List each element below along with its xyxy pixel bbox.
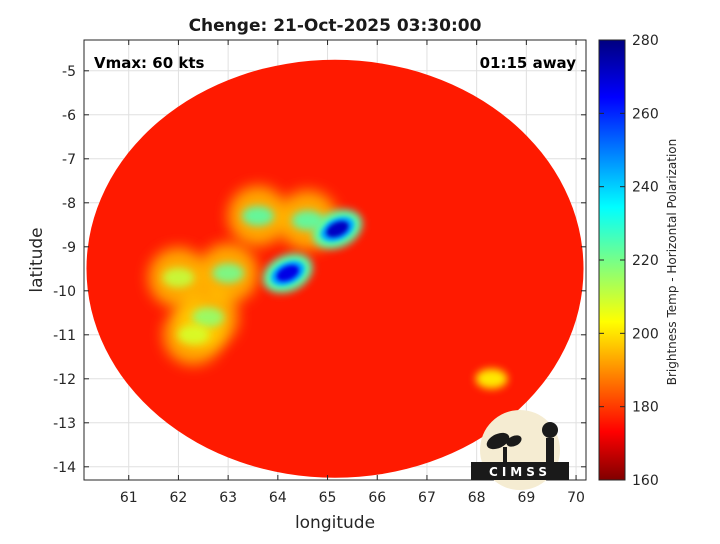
chart-title: Chenge: 21-Oct-2025 03:30:00: [189, 16, 482, 36]
feature-core: [276, 265, 300, 282]
y-tick-label: -14: [53, 460, 76, 476]
dish-icon: [486, 432, 510, 450]
colorbar-tick-label: 220: [632, 253, 659, 269]
vmax-annotation: Vmax: 60 kts: [94, 54, 204, 72]
feature-core: [291, 210, 324, 231]
feature-core: [212, 263, 245, 284]
colorbar-tick-label: 160: [632, 473, 659, 489]
x-tick-label: 62: [170, 490, 188, 506]
feature-core: [475, 368, 508, 389]
x-tick-label: 68: [468, 490, 486, 506]
time-offset-annotation: 01:15 away: [480, 54, 577, 72]
feature-core: [241, 206, 274, 226]
y-tick-label: -11: [53, 328, 76, 344]
swath-background: [86, 59, 584, 478]
x-tick-label: 64: [269, 490, 287, 506]
x-tick-label: 70: [567, 490, 585, 506]
colorbar-tick-label: 180: [632, 400, 659, 416]
y-tick-label: -8: [62, 196, 76, 212]
y-tick-label: -9: [62, 240, 76, 256]
y-tick-label: -5: [62, 64, 76, 80]
logo-base: [471, 462, 569, 480]
heatmap-features: [148, 186, 508, 389]
tower-legs: [546, 438, 554, 463]
logo-text: CIMSS: [489, 465, 551, 479]
y-tick-label: -6: [62, 108, 76, 124]
x-tick-labels: 61 62 63 64 65 66 67 68 69 70: [120, 490, 585, 506]
x-tick-label: 67: [418, 490, 436, 506]
feature-core: [177, 324, 210, 345]
heatmap-swath: [86, 59, 584, 478]
y-tick-labels: -5 -6 -7 -8 -9 -10 -11 -12 -13 -14: [53, 64, 76, 476]
feature-core: [192, 307, 225, 328]
dish-stand: [503, 447, 507, 463]
x-tick-label: 61: [120, 490, 138, 506]
axes-box: [83, 39, 587, 481]
x-tick-label: 66: [368, 490, 386, 506]
x-axis-label: longitude: [295, 513, 375, 533]
colorbar-tick-label: 240: [632, 180, 659, 196]
feature-core: [326, 221, 349, 238]
y-tick-label: -10: [53, 284, 76, 300]
y-axis-label: latitude: [27, 227, 47, 292]
y-tick-label: -7: [62, 152, 76, 168]
colorbar-tick-label: 200: [632, 326, 659, 342]
y-tick-label: -12: [53, 372, 76, 388]
colorbar-ticks: 280 260 240 220 200 180 160: [599, 33, 659, 489]
x-tick-label: 63: [219, 490, 237, 506]
x-tick-label: 65: [319, 490, 337, 506]
feature-core: [162, 267, 195, 288]
cimss-logo: CIMSS: [471, 410, 569, 490]
x-tick-label: 69: [517, 490, 535, 506]
colorbar-label: Brightness Temp - Horizontal Polarizatio…: [665, 139, 679, 386]
y-tick-label: -13: [53, 416, 76, 432]
water-tower-icon: [542, 422, 558, 438]
dish-icon-small: [506, 435, 522, 447]
colorbar-tick-label: 260: [632, 106, 659, 122]
colorbar-tick-label: 280: [632, 33, 659, 49]
